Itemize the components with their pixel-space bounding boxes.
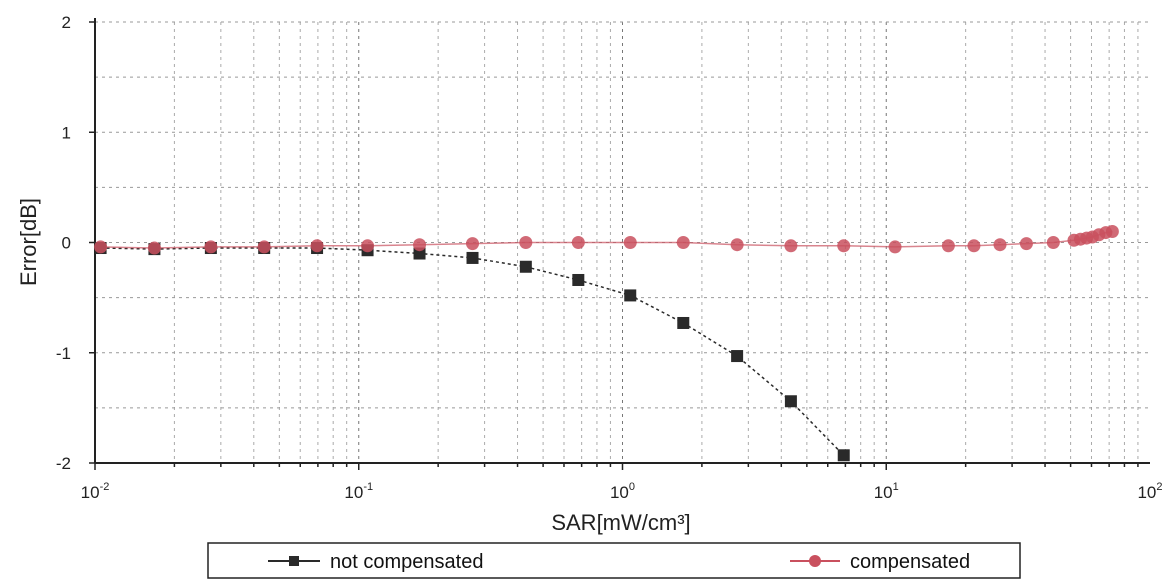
data-point-compensated — [204, 240, 218, 254]
data-point-compensated — [993, 238, 1007, 252]
data-point-compensated — [967, 239, 981, 253]
x-tick-label: 10-1 — [344, 481, 373, 502]
data-point-compensated — [94, 240, 108, 254]
x-tick-label: 100 — [610, 481, 635, 502]
y-tick-label: -2 — [56, 454, 71, 473]
y-tick-label: 0 — [62, 234, 71, 253]
y-tick-label: 1 — [62, 123, 71, 142]
legend-box — [207, 542, 1021, 579]
data-point-compensated — [1046, 236, 1060, 249]
x-axis-title-text: SAR[mW/cm³] — [551, 510, 690, 535]
y-axis-title: Error[dB] — [16, 198, 41, 286]
data-point-compensated — [888, 240, 902, 254]
y-tick-label: 2 — [62, 13, 71, 32]
y-tick-labels: 2 1 0 -1 -2 — [56, 13, 71, 473]
y-tick-label: -1 — [56, 344, 71, 363]
x-tick-labels: 10-2 10-1 100 101 102 — [81, 481, 1163, 502]
legend-marker-not-compensated — [289, 556, 299, 566]
data-point-compensated — [837, 239, 851, 253]
legend-label-not-compensated: not compensated — [330, 551, 483, 573]
legend-marker-compensated — [809, 555, 821, 567]
data-point-not-compensated — [784, 395, 797, 408]
data-point-not-compensated — [466, 251, 479, 264]
data-point-compensated — [257, 240, 271, 254]
data-point-not-compensated — [519, 260, 532, 273]
data-point-not-compensated — [624, 289, 637, 302]
series-markers — [94, 224, 1119, 462]
data-point-not-compensated — [572, 273, 585, 286]
x-axis-title: SAR[mW/cm³] — [551, 510, 690, 535]
legend-label-compensated: compensated — [850, 551, 970, 573]
series-line-compensated — [100, 230, 1113, 249]
x-tick-label: 10-2 — [81, 481, 110, 502]
data-point-compensated — [466, 237, 480, 251]
x-tick-label: 102 — [1137, 481, 1162, 502]
data-point-compensated — [571, 236, 585, 249]
data-point-not-compensated — [413, 247, 426, 260]
data-point-compensated — [941, 239, 955, 253]
data-point-compensated — [310, 239, 324, 253]
axes — [89, 18, 1150, 470]
data-point-compensated — [784, 239, 798, 253]
data-point-not-compensated — [837, 449, 850, 462]
series-lines — [100, 230, 1113, 456]
data-point-compensated — [623, 236, 637, 249]
legend: not compensated compensated — [207, 542, 1021, 579]
data-point-not-compensated — [677, 316, 690, 329]
data-point-compensated — [361, 239, 375, 253]
data-point-compensated — [1019, 237, 1033, 251]
data-point-compensated — [1105, 224, 1119, 238]
data-point-not-compensated — [731, 350, 744, 363]
data-point-compensated — [413, 238, 427, 252]
data-point-compensated — [519, 236, 533, 249]
data-point-compensated — [676, 236, 690, 249]
data-point-compensated — [147, 241, 161, 255]
data-point-compensated — [730, 238, 744, 252]
x-tick-label: 101 — [874, 481, 899, 502]
